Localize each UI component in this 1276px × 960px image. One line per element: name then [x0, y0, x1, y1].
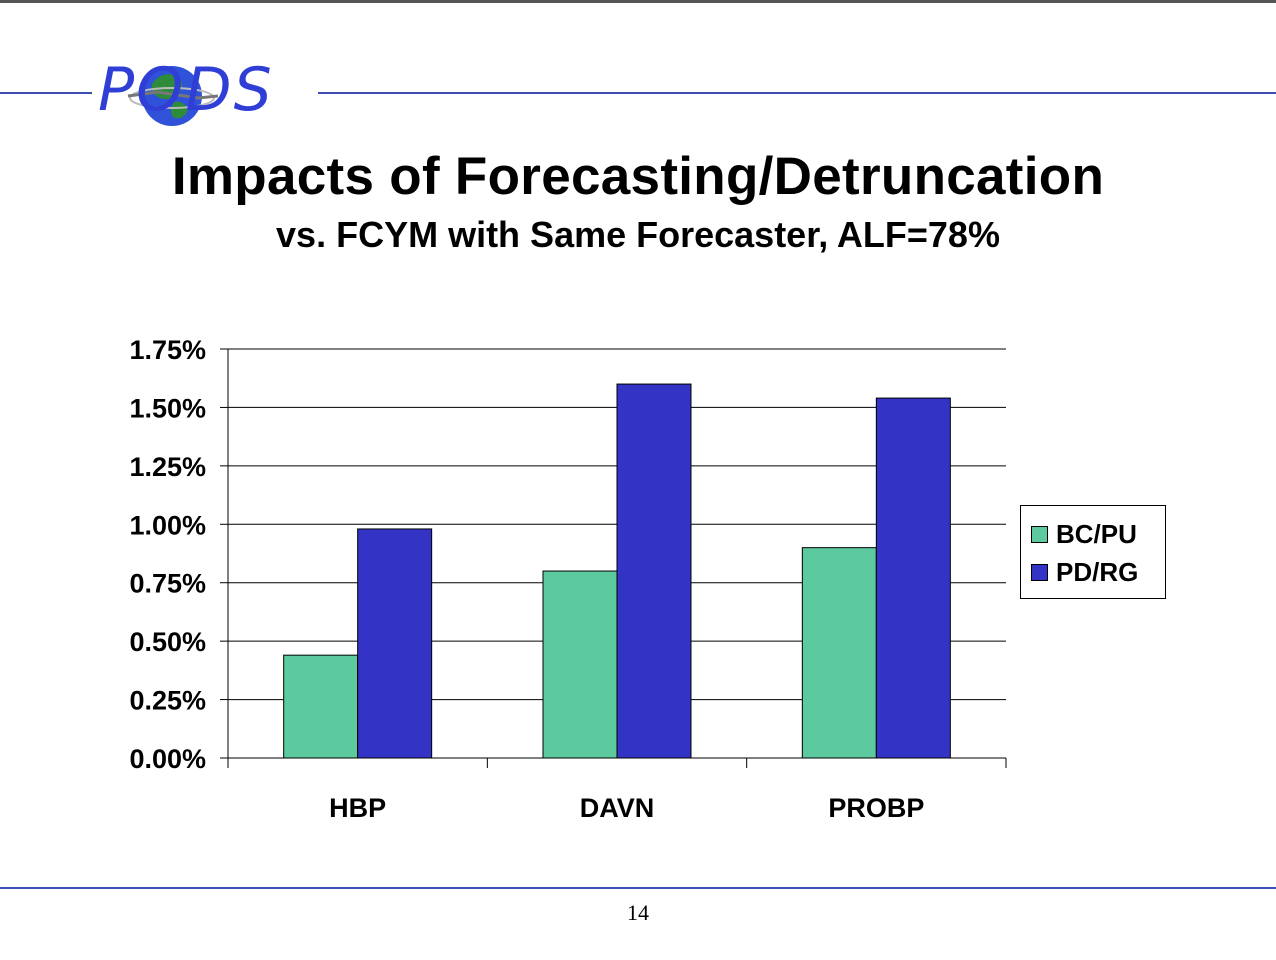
bar-bc-pu-hbp	[283, 654, 359, 759]
x-tick-label: DAVN	[580, 793, 655, 823]
y-tick-label: 1.50%	[129, 393, 206, 423]
slide-subtitle: vs. FCYM with Same Forecaster, ALF=78%	[276, 214, 1000, 255]
top-border	[0, 0, 1276, 3]
y-tick-label: 0.25%	[129, 686, 206, 716]
x-tick-label: PROBP	[828, 793, 924, 823]
slide-title: Impacts of Forecasting/Detruncation	[171, 147, 1105, 206]
footer-rule	[0, 887, 1276, 889]
legend-item-bc-pu: BC/PU	[1031, 517, 1137, 551]
legend-label: BC/PU	[1056, 518, 1137, 549]
y-tick-label: 1.25%	[129, 452, 206, 482]
header-rule-left	[0, 92, 92, 94]
y-tick-label: 0.75%	[129, 569, 206, 599]
legend-swatch-pd-rg	[1031, 563, 1048, 581]
y-tick-label: 1.75%	[129, 335, 206, 365]
pods-logo: PODS	[88, 56, 322, 134]
globe-icon	[127, 66, 219, 126]
bar-pd-rg-hbp	[357, 528, 433, 759]
y-tick-label: 1.00%	[129, 510, 206, 540]
logo-text: PODS	[98, 55, 274, 125]
y-tick-label: 0.50%	[129, 627, 206, 657]
bar-bc-pu-probp	[801, 547, 877, 759]
y-tick-label: 0.00%	[129, 744, 206, 774]
chart-legend: BC/PU PD/RG	[1020, 505, 1166, 599]
bar-pd-rg-probp	[875, 397, 951, 759]
bar-bc-pu-davn	[542, 570, 618, 759]
bar-pd-rg-davn	[616, 383, 692, 759]
legend-swatch-bc-pu	[1031, 525, 1048, 543]
header-rule-right	[318, 92, 1276, 94]
x-tick-label: HBP	[329, 793, 386, 823]
legend-item-pd-rg: PD/RG	[1031, 555, 1138, 589]
legend-label: PD/RG	[1056, 556, 1139, 587]
page-number: 14	[627, 900, 649, 925]
